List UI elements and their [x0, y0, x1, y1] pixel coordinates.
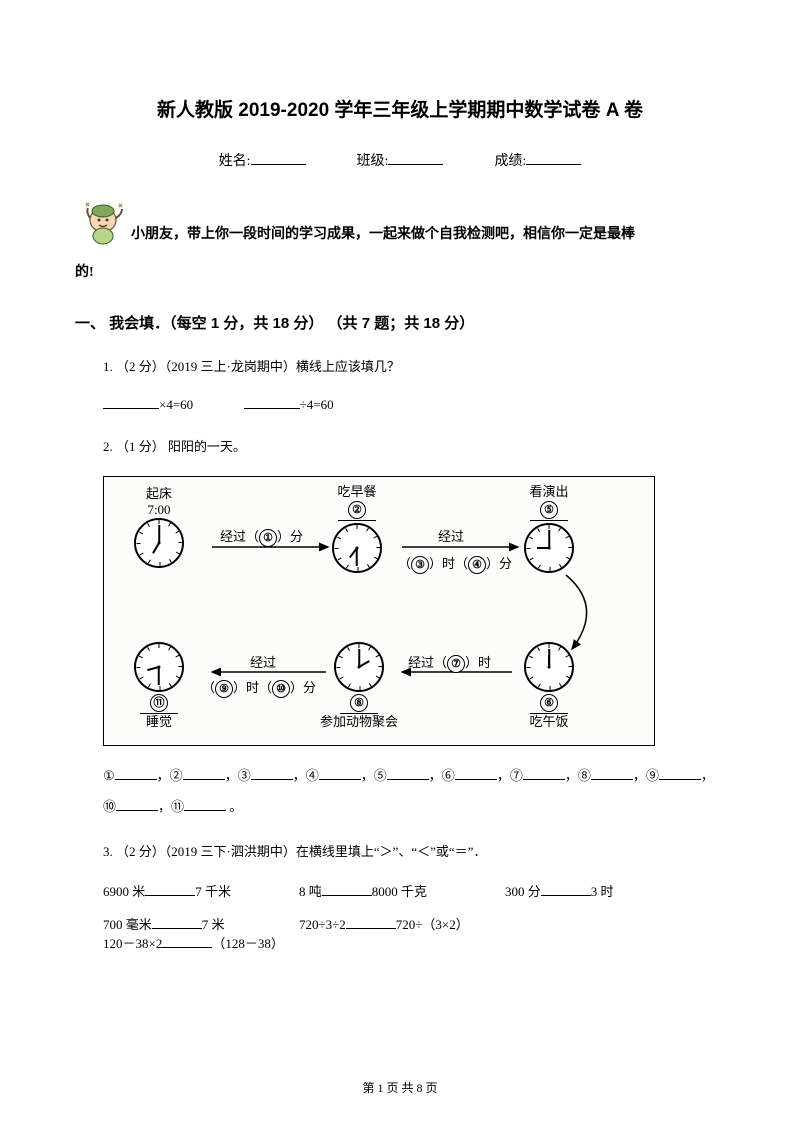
clock-8: [334, 642, 384, 692]
badge-2: ②: [348, 501, 366, 519]
class-label: 班级:: [357, 150, 389, 170]
node-show-label: 看演出: [524, 485, 574, 500]
q3-text: 3. （2 分）（2019 三下·泗洪期中）在横线里填上“＞”、“＜”或“＝”．: [103, 838, 725, 867]
clock-2: [332, 523, 382, 573]
clock-6: [524, 642, 574, 692]
badge-8: ⑧: [350, 694, 368, 712]
q2-blank-4[interactable]: [319, 766, 361, 780]
intro-line2: 的!: [75, 256, 725, 290]
score-blank[interactable]: [526, 151, 581, 165]
q2-blank-10[interactable]: [116, 797, 158, 811]
section-1-heading: 一、 我会填．（每空 1 分，共 18 分） （共 7 题；共 18 分）: [75, 312, 725, 333]
q2-blank-1[interactable]: [115, 766, 157, 780]
node-sleep-label: 睡觉: [134, 715, 184, 730]
q2-blank-2[interactable]: [183, 766, 225, 780]
q2-blank-7[interactable]: [523, 766, 565, 780]
q3-blank[interactable]: [322, 882, 372, 896]
q2-blank-11[interactable]: [184, 797, 226, 811]
name-blank[interactable]: [251, 151, 306, 165]
page-title: 新人教版 2019-2020 学年三年级上学期期中数学试卷 A 卷: [75, 95, 725, 122]
badge-11: ⑪: [150, 694, 168, 712]
badge-5: ⑤: [540, 501, 558, 519]
q3-blank[interactable]: [346, 915, 396, 929]
badge-6: ⑥: [540, 694, 558, 712]
node-show: 看演出 ⑤: [524, 485, 574, 573]
q1-text: 1. （2 分）（2019 三上·龙岗期中）横线上应该填几？: [103, 353, 725, 382]
q3-blank[interactable]: [162, 934, 212, 948]
q2-blank-3[interactable]: [251, 766, 293, 780]
clock-1: [134, 518, 184, 568]
arrow-label-1: 经过（①）分: [220, 526, 303, 547]
clock-11: [134, 642, 184, 692]
badge-10: ⑩: [272, 680, 290, 698]
q2-blank-9[interactable]: [659, 766, 701, 780]
q3-blank[interactable]: [145, 882, 195, 896]
q1-blank-1[interactable]: [103, 395, 159, 409]
q3-blank[interactable]: [541, 882, 591, 896]
score-label: 成绩:: [494, 150, 526, 170]
class-blank[interactable]: [388, 151, 443, 165]
badge-7: ⑦: [447, 655, 465, 673]
node-sleep: ⑪ 睡觉: [134, 642, 184, 730]
q2-blank-6[interactable]: [455, 766, 497, 780]
q2-blank-8[interactable]: [591, 766, 633, 780]
node-breakfast-label: 吃早餐: [332, 485, 382, 500]
q3-row2: 700 毫米7 米720÷3÷2720÷（3×2）120－38×2（128－38…: [103, 914, 725, 952]
q1-eq1: ×4=60: [159, 397, 193, 412]
info-row: 姓名: 班级: 成绩:: [75, 150, 725, 170]
mascot-icon: [75, 196, 131, 252]
node-wake: 起床 7:00: [134, 487, 184, 568]
arrow-label-9-pre: 经过: [250, 652, 276, 671]
arrow-label-3-pre: 经过: [438, 526, 464, 545]
q1-equations: ×4=60 ÷4=60: [103, 395, 725, 413]
badge-4: ④: [468, 556, 486, 574]
node-wake-label: 起床: [134, 487, 184, 502]
node-lunch: ⑥ 吃午饭: [524, 642, 574, 730]
node-zoo: ⑧ 参加动物聚会: [320, 642, 398, 730]
q2-blank-5[interactable]: [387, 766, 429, 780]
node-wake-time: 7:00: [134, 502, 184, 518]
arrow-label-3: （③）时（④）分: [398, 553, 512, 574]
intro-line1: 小朋友，带上你一段时间的学习成果，一起来做个自我检测吧，相信你一定是最棒: [131, 218, 635, 252]
q3-row1: 6900 米7 千米8 吨8000 千克300 分3 时: [103, 881, 725, 900]
badge-9: ⑨: [215, 680, 233, 698]
clock-5: [524, 523, 574, 573]
badge-1: ①: [259, 529, 277, 547]
q3-blank[interactable]: [152, 915, 202, 929]
q1-eq2: ÷4=60: [300, 397, 334, 412]
name-label: 姓名:: [219, 150, 251, 170]
node-lunch-label: 吃午饭: [524, 715, 574, 730]
arrow-label-9: （⑨）时（⑩）分: [202, 677, 316, 698]
q2-diagram: 起床 7:00 吃早餐 ② 看演出 ⑤ ⑪ 睡觉 ⑧ 参加动物聚会: [103, 476, 655, 746]
node-zoo-label: 参加动物聚会: [320, 715, 398, 730]
arrow-label-7: 经过（⑦）时: [408, 652, 491, 673]
q2-answers: ①，②，③，④，⑤，⑥，⑦，⑧，⑨，⑩，⑪ 。: [103, 760, 725, 822]
page-footer: 第 1 页 共 8 页: [0, 1079, 800, 1096]
q2-text: 2. （1 分） 阳阳的一天。: [103, 433, 725, 462]
q1-blank-2[interactable]: [244, 395, 300, 409]
node-breakfast: 吃早餐 ②: [332, 485, 382, 573]
badge-3: ③: [411, 556, 429, 574]
